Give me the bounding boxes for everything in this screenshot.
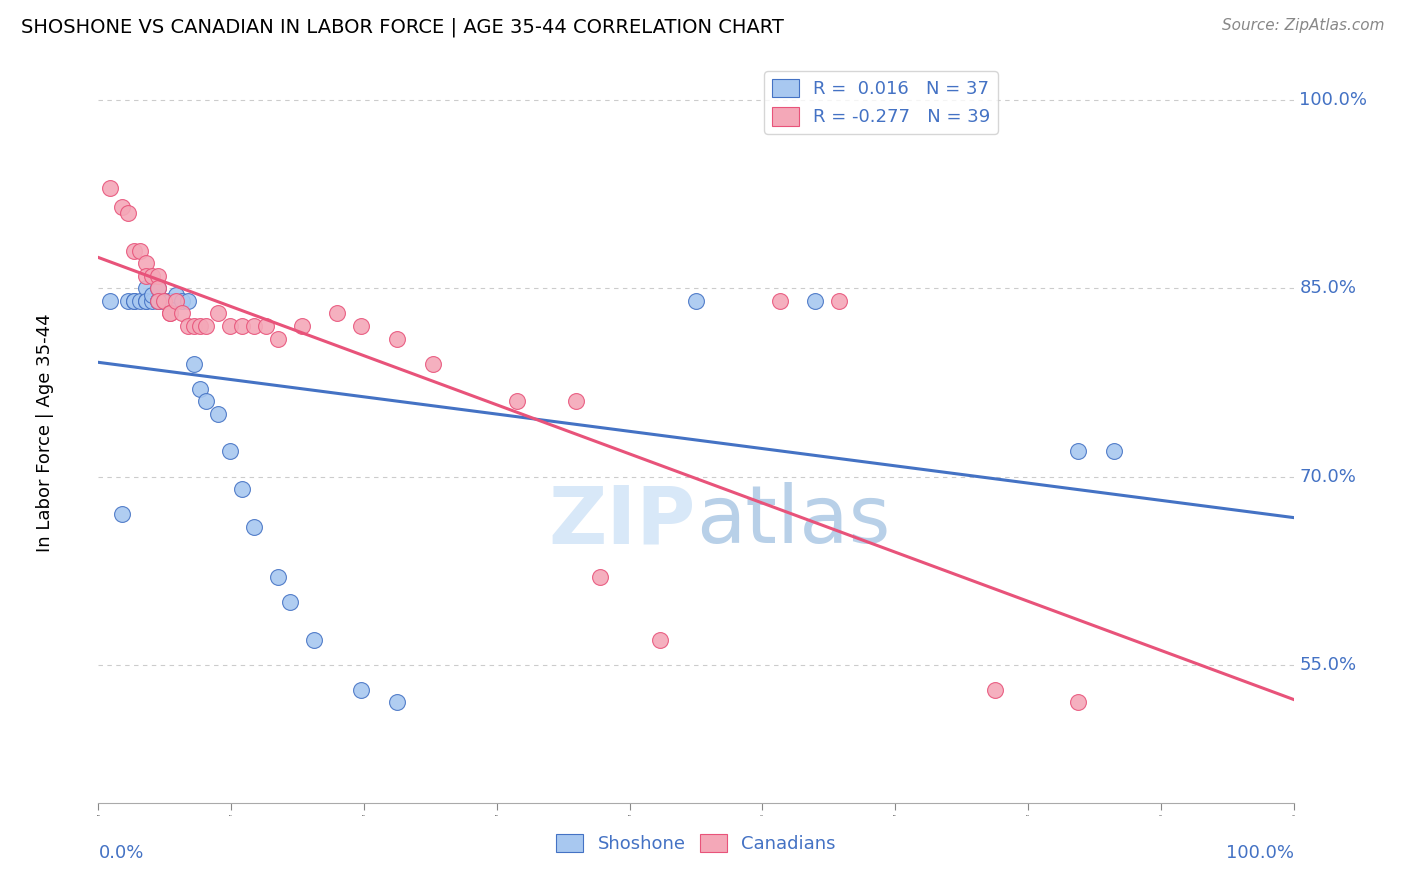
Point bbox=[159, 293, 181, 308]
Point bbox=[422, 357, 444, 371]
Point bbox=[148, 293, 170, 308]
Point bbox=[291, 318, 314, 333]
Point bbox=[129, 244, 152, 258]
Point bbox=[148, 268, 170, 283]
Point bbox=[350, 318, 373, 333]
Point bbox=[506, 394, 529, 409]
Text: ZIP: ZIP bbox=[548, 483, 696, 560]
Point bbox=[159, 306, 181, 320]
Text: Source: ZipAtlas.com: Source: ZipAtlas.com bbox=[1222, 18, 1385, 33]
Point bbox=[153, 293, 176, 308]
Text: 70.0%: 70.0% bbox=[1299, 467, 1357, 485]
Text: 100.0%: 100.0% bbox=[1299, 91, 1368, 109]
Point bbox=[385, 695, 409, 709]
Point bbox=[135, 256, 157, 270]
Text: 85.0%: 85.0% bbox=[1299, 279, 1357, 297]
Point bbox=[1104, 444, 1126, 458]
Point bbox=[589, 570, 612, 584]
Text: In Labor Force | Age 35-44: In Labor Force | Age 35-44 bbox=[35, 313, 53, 552]
Point bbox=[165, 287, 187, 301]
Point bbox=[124, 293, 146, 308]
Legend: Shoshone, Canadians: Shoshone, Canadians bbox=[548, 827, 844, 861]
Point bbox=[135, 293, 157, 308]
Point bbox=[207, 306, 229, 320]
Point bbox=[153, 293, 176, 308]
Point bbox=[385, 331, 409, 345]
Point bbox=[195, 318, 218, 333]
Point bbox=[183, 357, 205, 371]
Point bbox=[188, 318, 211, 333]
Point bbox=[648, 632, 672, 647]
Point bbox=[231, 482, 253, 496]
Point bbox=[172, 306, 194, 320]
Point bbox=[326, 306, 349, 320]
Point bbox=[98, 293, 122, 308]
Point bbox=[98, 181, 122, 195]
Text: 0.0%: 0.0% bbox=[98, 844, 143, 862]
Point bbox=[111, 507, 134, 521]
Point bbox=[111, 200, 134, 214]
Point bbox=[183, 318, 205, 333]
Point bbox=[148, 281, 170, 295]
Point bbox=[188, 382, 211, 396]
Point bbox=[267, 331, 290, 345]
Point bbox=[135, 293, 157, 308]
Point bbox=[177, 318, 200, 333]
Point bbox=[141, 293, 163, 308]
Point bbox=[231, 318, 253, 333]
Point bbox=[828, 293, 851, 308]
Point bbox=[117, 293, 139, 308]
Point bbox=[254, 318, 277, 333]
Point bbox=[278, 595, 301, 609]
Point bbox=[1067, 695, 1090, 709]
Point bbox=[117, 206, 139, 220]
Text: 100.0%: 100.0% bbox=[1226, 844, 1294, 862]
Point bbox=[207, 407, 229, 421]
Point bbox=[159, 306, 181, 320]
Point bbox=[685, 293, 707, 308]
Point bbox=[195, 394, 218, 409]
Point bbox=[219, 318, 242, 333]
Point bbox=[148, 281, 170, 295]
Point bbox=[135, 268, 157, 283]
Point bbox=[177, 293, 200, 308]
Text: SHOSHONE VS CANADIAN IN LABOR FORCE | AGE 35-44 CORRELATION CHART: SHOSHONE VS CANADIAN IN LABOR FORCE | AG… bbox=[21, 18, 785, 37]
Point bbox=[141, 268, 163, 283]
Point bbox=[129, 293, 152, 308]
Text: atlas: atlas bbox=[696, 483, 890, 560]
Point bbox=[135, 281, 157, 295]
Point bbox=[1067, 444, 1090, 458]
Text: 55.0%: 55.0% bbox=[1299, 656, 1357, 673]
Point bbox=[124, 244, 146, 258]
Point bbox=[804, 293, 827, 308]
Point bbox=[153, 293, 176, 308]
Point bbox=[141, 287, 163, 301]
Point bbox=[124, 293, 146, 308]
Point bbox=[243, 318, 266, 333]
Point bbox=[267, 570, 290, 584]
Point bbox=[302, 632, 325, 647]
Point bbox=[243, 520, 266, 534]
Point bbox=[172, 293, 194, 308]
Point bbox=[984, 682, 1007, 697]
Point bbox=[159, 293, 181, 308]
Point bbox=[148, 293, 170, 308]
Point bbox=[148, 293, 170, 308]
Point bbox=[565, 394, 588, 409]
Point bbox=[768, 293, 790, 308]
Point bbox=[350, 682, 373, 697]
Point bbox=[165, 293, 187, 308]
Point bbox=[219, 444, 242, 458]
